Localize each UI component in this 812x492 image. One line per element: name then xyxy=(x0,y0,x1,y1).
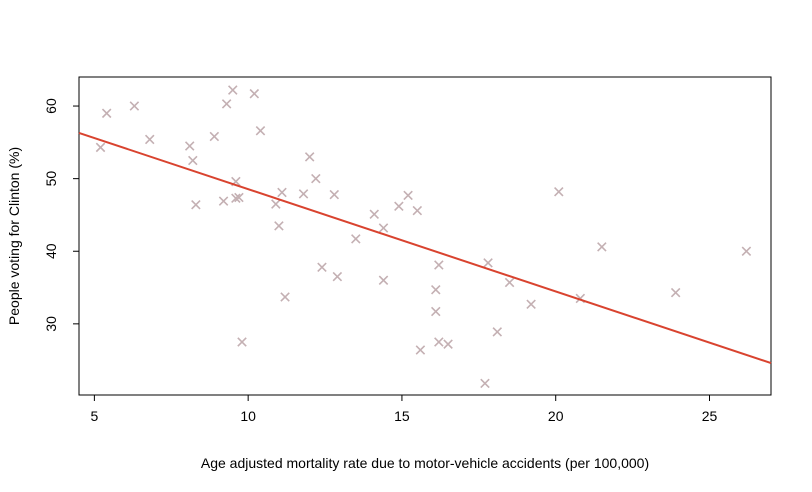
data-point xyxy=(231,193,241,204)
data-point xyxy=(504,277,515,288)
data-point xyxy=(228,85,238,95)
x-tick-label: 20 xyxy=(548,408,564,424)
data-point xyxy=(237,337,247,347)
data-point xyxy=(492,327,503,337)
data-point xyxy=(95,142,106,153)
y-tick-label: 30 xyxy=(43,316,59,332)
data-point xyxy=(403,190,413,201)
x-tick-label: 10 xyxy=(240,408,256,424)
data-point xyxy=(184,141,195,151)
y-tick-label: 40 xyxy=(43,243,59,259)
data-point xyxy=(191,200,201,210)
data-point xyxy=(369,209,380,219)
data-point xyxy=(271,199,281,209)
data-point xyxy=(311,173,321,184)
data-point xyxy=(298,189,309,199)
data-point xyxy=(434,337,444,347)
data-point xyxy=(412,205,423,216)
data-point xyxy=(434,260,444,270)
regression-line xyxy=(78,131,772,365)
x-axis: 5 10 15 20 25 xyxy=(90,395,717,424)
data-point xyxy=(188,155,198,166)
data-point xyxy=(101,108,112,119)
data-point xyxy=(394,201,404,211)
data-point xyxy=(209,131,220,142)
x-tick-label: 15 xyxy=(394,408,410,424)
data-point xyxy=(304,152,315,162)
data-point xyxy=(554,186,564,197)
data-point xyxy=(415,345,426,355)
data-point xyxy=(430,306,441,317)
data-point xyxy=(483,258,493,268)
x-axis-label: Age adjusted mortality rate due to motor… xyxy=(201,455,649,471)
data-point xyxy=(221,99,232,109)
x-tick-label: 5 xyxy=(90,408,98,424)
y-axis-label: People voting for Clinton (%) xyxy=(6,147,22,325)
data-point xyxy=(144,134,155,145)
data-point xyxy=(255,125,266,136)
data-point xyxy=(218,196,229,206)
data-points xyxy=(95,85,752,389)
data-point xyxy=(741,246,752,257)
data-point xyxy=(378,275,389,286)
data-point xyxy=(430,284,441,295)
data-point xyxy=(480,378,490,389)
data-point xyxy=(670,287,681,298)
data-point xyxy=(129,101,140,111)
data-point xyxy=(526,299,536,310)
data-point xyxy=(351,234,361,244)
x-tick-label: 25 xyxy=(702,408,718,424)
data-point xyxy=(234,192,244,203)
plot-frame xyxy=(78,76,772,396)
data-point xyxy=(317,262,327,272)
data-point xyxy=(597,242,607,252)
data-point xyxy=(378,223,389,233)
data-point xyxy=(280,292,290,302)
y-tick-label: 50 xyxy=(43,171,59,187)
data-point xyxy=(443,339,453,349)
data-point xyxy=(329,189,340,200)
y-axis: 30 40 50 60 xyxy=(43,98,79,332)
data-point xyxy=(274,221,284,231)
y-tick-label: 60 xyxy=(43,98,59,114)
data-point xyxy=(249,88,260,99)
data-point xyxy=(332,271,343,282)
data-point xyxy=(277,187,287,198)
